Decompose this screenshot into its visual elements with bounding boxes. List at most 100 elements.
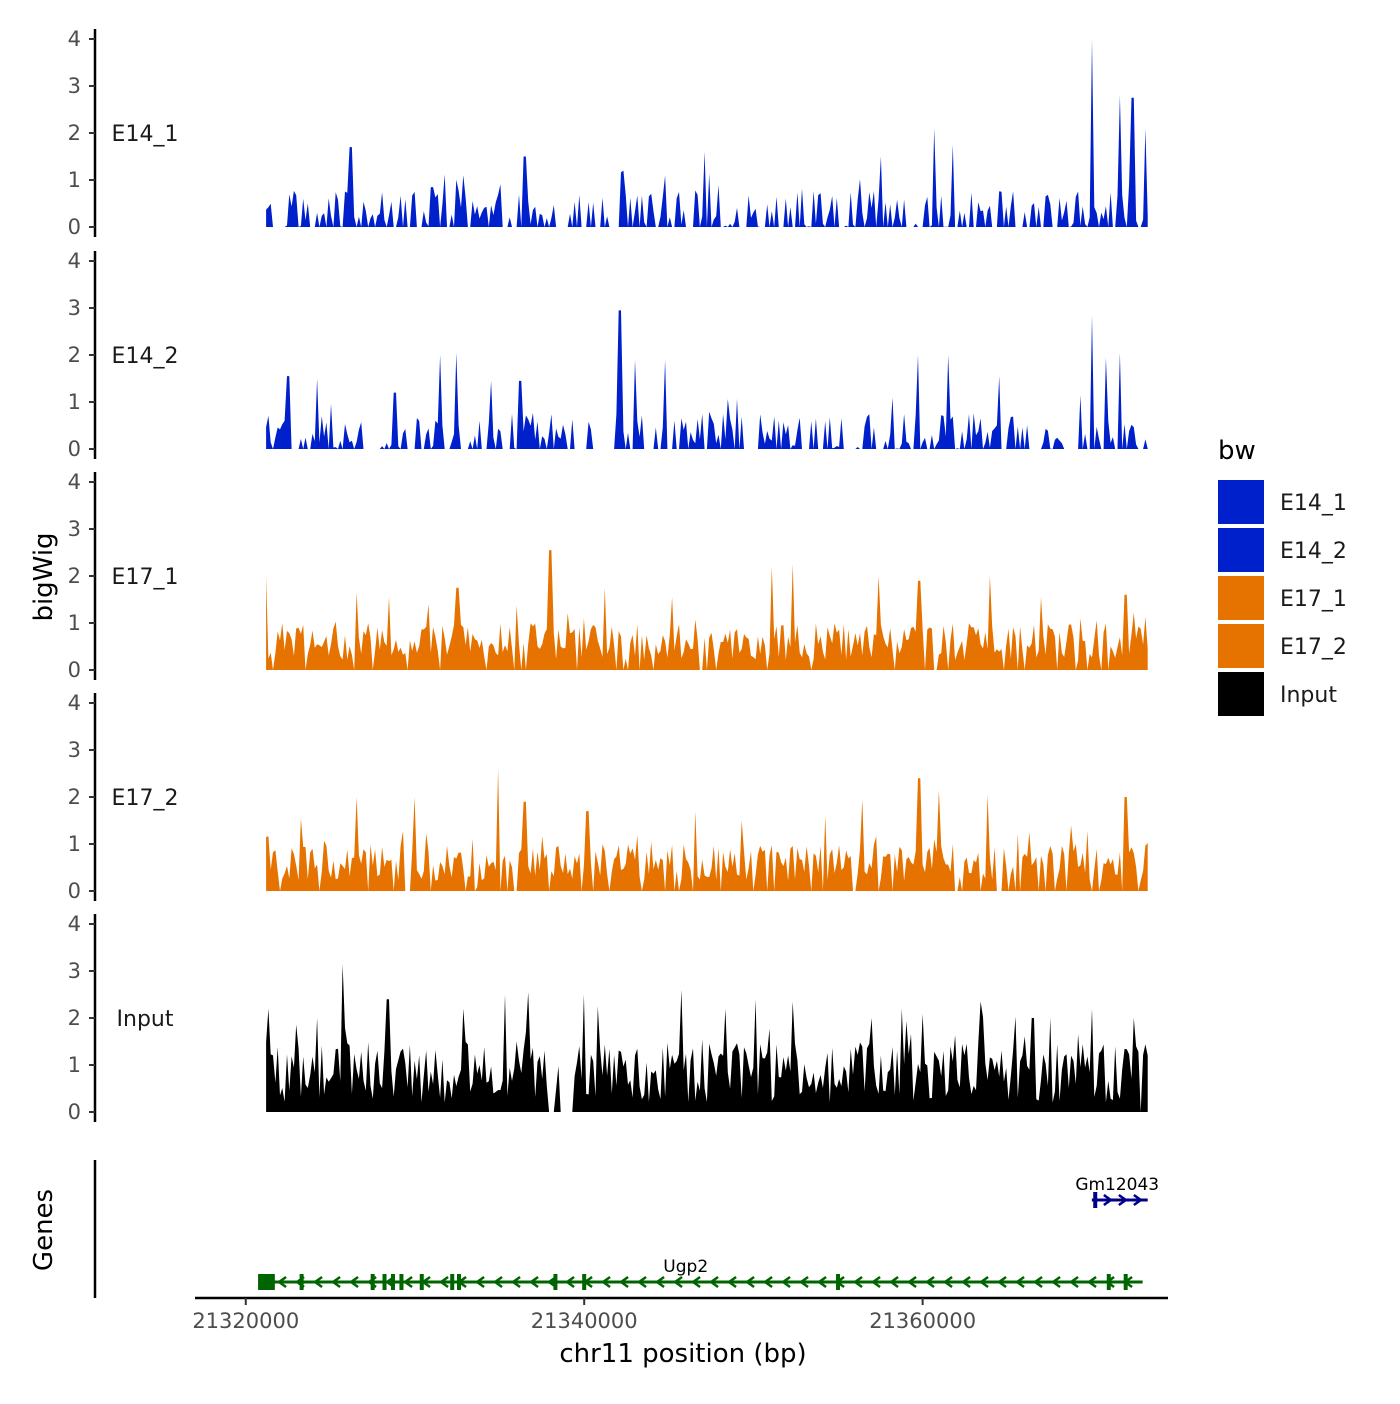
area-input	[266, 964, 1148, 1112]
y-tick-label: 4	[68, 691, 81, 715]
y-tick-label: 1	[68, 168, 81, 192]
strand-arrow	[1068, 1275, 1079, 1289]
strand-arrow	[564, 1275, 575, 1289]
y-tick-label: 3	[68, 738, 81, 762]
y-tick-label: 4	[68, 470, 81, 494]
strand-arrow	[924, 1275, 935, 1289]
legend-swatch	[1218, 672, 1264, 716]
y-tick-label: 3	[68, 296, 81, 320]
x-tick-label: 21360000	[869, 1309, 976, 1333]
y-tick-label: 4	[68, 249, 81, 273]
strand-arrow	[510, 1275, 521, 1289]
strand-arrow	[402, 1275, 413, 1289]
x-axis-title: chr11 position (bp)	[559, 1339, 806, 1369]
exon	[836, 1274, 841, 1290]
legend-item-e17-2: E17_2	[1218, 624, 1347, 668]
legend-item-e14-2: E14_2	[1218, 528, 1347, 572]
y-tick-label: 0	[68, 658, 81, 682]
strand-arrow	[1118, 1193, 1129, 1207]
strand-arrow	[438, 1275, 449, 1289]
strand-arrow	[780, 1275, 791, 1289]
strand-arrow	[816, 1275, 827, 1289]
area-e17-2	[266, 768, 1148, 891]
exon	[1093, 1192, 1098, 1208]
strand-arrow	[906, 1275, 917, 1289]
strand-arrow	[942, 1275, 953, 1289]
legend-item-e17-1: E17_1	[1218, 576, 1347, 620]
y-axis-title: bigWig	[29, 532, 59, 621]
legend-swatch	[1218, 576, 1264, 620]
gene-label-ugp2: Ugp2	[663, 1257, 708, 1277]
strand-arrow	[762, 1275, 773, 1289]
y-tick-label: 4	[68, 27, 81, 51]
exon	[582, 1274, 587, 1290]
strand-arrow	[636, 1275, 647, 1289]
strand-arrow	[978, 1275, 989, 1289]
x-tick-label: 21320000	[192, 1309, 299, 1333]
y-tick-label: 2	[68, 1006, 81, 1030]
strand-arrow	[960, 1275, 971, 1289]
legend-label: E14_1	[1280, 491, 1347, 516]
strand-arrow	[798, 1275, 809, 1289]
legend-label: Input	[1280, 683, 1337, 708]
strand-arrow	[312, 1275, 323, 1289]
gene-track: Ugp2 Gm12043	[93, 1160, 1159, 1298]
strand-arrow	[870, 1275, 881, 1289]
track-label-e17-1: E17_1	[112, 565, 179, 590]
legend-label: E17_2	[1280, 635, 1347, 660]
legend-title: bw	[1218, 436, 1256, 466]
track-e17-1: 0 1 2 3 4 E17_1	[68, 470, 1148, 682]
exon	[299, 1274, 304, 1290]
gene-label-gm12043: Gm12043	[1075, 1175, 1159, 1195]
y-tick-label: 3	[68, 74, 81, 98]
y-tick-label: 2	[68, 343, 81, 367]
area-e17-1	[266, 550, 1148, 670]
track-label-e14-1: E14_1	[112, 122, 179, 147]
y-tick-label: 3	[68, 517, 81, 541]
strand-arrow	[996, 1275, 1007, 1289]
y-tick-label: 4	[68, 912, 81, 936]
legend-item-input: Input	[1218, 672, 1337, 716]
strand-arrow	[528, 1275, 539, 1289]
y-tick-label: 0	[68, 1100, 81, 1124]
strand-arrow	[1014, 1275, 1025, 1289]
track-label-e14-2: E14_2	[112, 344, 179, 369]
y-tick-label: 0	[68, 879, 81, 903]
exon	[456, 1274, 461, 1290]
exon	[270, 1274, 275, 1290]
y-tick-label: 3	[68, 959, 81, 983]
track-e14-2: 0 1 2 3 4 E14_2	[68, 249, 1148, 461]
strand-arrow	[1133, 1193, 1144, 1207]
strand-arrow	[852, 1275, 863, 1289]
strand-arrow	[1103, 1193, 1114, 1207]
exon	[370, 1274, 375, 1290]
y-tick-label: 1	[68, 832, 81, 856]
y-tick-label: 1	[68, 1053, 81, 1077]
legend-item-e14-1: E14_1	[1218, 480, 1347, 524]
strand-arrow	[600, 1275, 611, 1289]
strand-arrow	[492, 1275, 503, 1289]
y-tick-label: 2	[68, 785, 81, 809]
strand-arrow	[672, 1275, 683, 1289]
exon	[382, 1274, 387, 1290]
legend: bw E14_1 E14_2 E17_1 E17_2 Input	[1218, 436, 1347, 716]
y-tick-label: 0	[68, 215, 81, 239]
exon	[399, 1274, 404, 1290]
exon	[1123, 1274, 1128, 1290]
track-input: 0 1 2 3 4 Input	[68, 912, 1148, 1124]
bigwig-tracks: 0 1 2 3 4 E14_1 0 1 2 3 4 E14_2 0 1 2 3 4 E17_1 0 1 2 3 4 E17_2…	[68, 27, 1148, 1124]
y-tick-label: 1	[68, 390, 81, 414]
exon	[553, 1274, 558, 1290]
legend-swatch	[1218, 624, 1264, 668]
strand-arrow	[1032, 1275, 1043, 1289]
strand-arrow	[330, 1275, 341, 1289]
strand-arrow	[348, 1275, 359, 1289]
genes-axis-title: Genes	[29, 1189, 59, 1271]
exon	[1106, 1274, 1111, 1290]
strand-arrow	[726, 1275, 737, 1289]
strand-arrow	[474, 1275, 485, 1289]
x-axis: 21320000 21340000 21360000	[192, 1296, 1168, 1333]
track-e17-2: 0 1 2 3 4 E17_2	[68, 691, 1148, 903]
strand-arrow	[276, 1275, 287, 1289]
